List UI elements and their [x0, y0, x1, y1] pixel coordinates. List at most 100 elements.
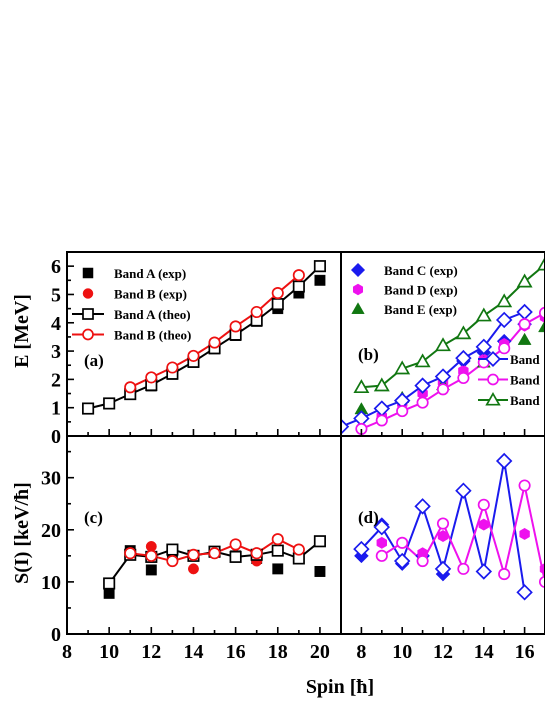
panel-d-point-band-d-exp: [376, 536, 387, 549]
panel-d-point-band-d-theo: [436, 517, 450, 530]
panel-d-point-band-d-theo: [498, 568, 511, 581]
panel-a-point-band-a-theo: [103, 397, 116, 410]
panel-c-x-tick-label: 16: [226, 641, 246, 663]
panel-b-point-band-e-exp: [538, 320, 545, 333]
panel-d-x-tick-label: 8: [356, 641, 366, 663]
panel-c-x-tick-label: 14: [183, 641, 203, 663]
panel-a-plot-area: [82, 260, 326, 415]
panel-c-point-band-b-theo: [124, 547, 137, 560]
panel-a-point-band-b-theo: [292, 269, 305, 282]
panel-c-point-band-a-theo: [229, 550, 242, 563]
panel-d-point-band-d-exp: [539, 562, 545, 575]
panel-b-series-line-band: [341, 311, 525, 428]
panel-b-point-band: [516, 273, 533, 288]
panel-a-point-band-a-theo: [292, 280, 305, 293]
panel-d-point-band-c-theo: [475, 563, 493, 580]
panel-a-label: (a): [84, 351, 104, 370]
panel-b-point-band: [537, 256, 545, 271]
panel-c-point-band-b-theo: [229, 538, 242, 551]
panel-d-x-tick-label: 14: [474, 641, 494, 663]
panel-b-point-band: [353, 379, 370, 394]
panel-d-x-tick-label: 12: [433, 641, 453, 663]
panel-a-point-band-a-theo: [271, 298, 284, 311]
panel-c-point-band-a-theo: [271, 544, 284, 557]
legend-entry-band-d-exp: Band D (exp): [384, 283, 458, 298]
panel-a-point-band-b-theo: [229, 320, 242, 333]
panel-b-point-band: [518, 318, 531, 331]
panel-b-point-band: [396, 405, 409, 418]
panel-b-point-band: [498, 342, 511, 355]
panel-a-y-tick-label: 0: [51, 426, 61, 448]
panel-a-y-tick-label: 6: [51, 256, 61, 278]
panel-d-point-band-d-exp: [437, 530, 449, 543]
legend-marker-band: [487, 373, 499, 386]
panel-a-point-band-a-exp: [314, 274, 326, 286]
legend-marker-band-e-exp: [351, 302, 365, 314]
legend-entry-band-a-exp: Band A (exp): [114, 266, 186, 281]
panel-c-y-tick-label: 0: [51, 624, 61, 646]
panel-d-point-band-c-theo: [414, 498, 431, 515]
panel-d-point-band-d-theo: [416, 555, 429, 568]
panel-a-point-band-b-theo: [208, 336, 221, 349]
panel-c-x-tick-label: 20: [310, 641, 330, 663]
panel-c-point-band-a-theo: [166, 543, 179, 556]
legend-marker-band: [485, 351, 501, 367]
panel-c-label: (c): [84, 508, 103, 527]
panel-b-point-band: [414, 377, 431, 394]
panel-c-point-band-b-exp: [188, 563, 199, 575]
panel-c-point-band-b-theo: [208, 547, 221, 560]
y-axis-label-energy: E [MeV]: [11, 294, 33, 368]
legend-marker-band-b-theo: [82, 328, 94, 341]
legend-marker-band-a-theo: [82, 308, 94, 320]
panel-d-point-band-c-theo: [516, 584, 533, 601]
legend-entry-band-c-exp: Band C (exp): [384, 263, 458, 278]
panel-d-point-band-c-theo: [434, 560, 452, 578]
panel-c-y-tick-label: 30: [41, 468, 61, 490]
panel-d-point-band-c-theo: [353, 540, 370, 558]
panel-b-point-band: [455, 325, 472, 340]
panel-b-point-band: [455, 349, 472, 367]
panel-b-point-band: [516, 303, 533, 321]
panel-c-point-band-a-exp: [145, 564, 157, 576]
panel-d-point-band-d-theo: [457, 562, 470, 575]
panel-d-point-band-c-theo: [495, 452, 513, 470]
panel-c-point-band-b-theo: [250, 547, 263, 560]
legend-entry-band-b-exp: Band B (exp): [114, 287, 187, 302]
panel-b-point-band: [394, 360, 411, 375]
panel-c-x-tick-label: 12: [141, 641, 161, 663]
panel-a-y-tick-label: 2: [51, 369, 61, 391]
panel-b-point-band: [475, 307, 492, 322]
panel-c-point-band-b-theo: [187, 548, 200, 561]
legend-entry-band: Band: [510, 393, 540, 408]
panel-d-plot-area: [353, 452, 545, 601]
legend-entry-band-b-theo: Band B (theo): [114, 328, 191, 343]
panel-d-point-band-d-theo: [375, 549, 388, 562]
panel-a-point-band-a-theo: [313, 260, 326, 273]
panel-c-point-band-a-theo: [313, 535, 326, 548]
panel-c-point-band-a-theo: [103, 577, 116, 590]
panel-b-point-band: [475, 338, 493, 356]
panel-c-point-band-b-theo: [271, 533, 284, 546]
panel-d-point-band-d-theo: [477, 498, 490, 511]
panel-a-y-tick-label: 4: [51, 313, 61, 335]
panel-d-point-band-d-exp: [519, 527, 530, 540]
panel-a-point-band-b-theo: [250, 305, 263, 319]
legend-entry-band-e-exp: Band E (exp): [384, 302, 457, 317]
legend-entry-band-a-theo: Band A (theo): [114, 307, 191, 322]
panel-b-point-band: [341, 418, 350, 435]
panel-b-label: (b): [358, 345, 379, 364]
legend-marker-band-b-exp: [82, 288, 94, 299]
legend-marker-band-a-exp: [82, 267, 94, 279]
panel-c-point-band-a-exp: [314, 566, 326, 577]
panel-d-x-tick-label: 16: [515, 641, 535, 663]
panel-c-x-tick-label: 10: [99, 641, 119, 663]
panel-b-plot-area: [341, 256, 545, 435]
x-axis-label: Spin [ħ]: [306, 676, 374, 698]
panel-d-point-band-d-exp: [478, 518, 489, 531]
panel-c-frame: [66, 435, 342, 635]
panel-a-point-band-b-theo: [271, 286, 284, 300]
panel-b-point-band: [414, 353, 431, 368]
legend-marker-band-d-exp: [352, 283, 364, 296]
panel-b-point-band: [375, 414, 388, 427]
